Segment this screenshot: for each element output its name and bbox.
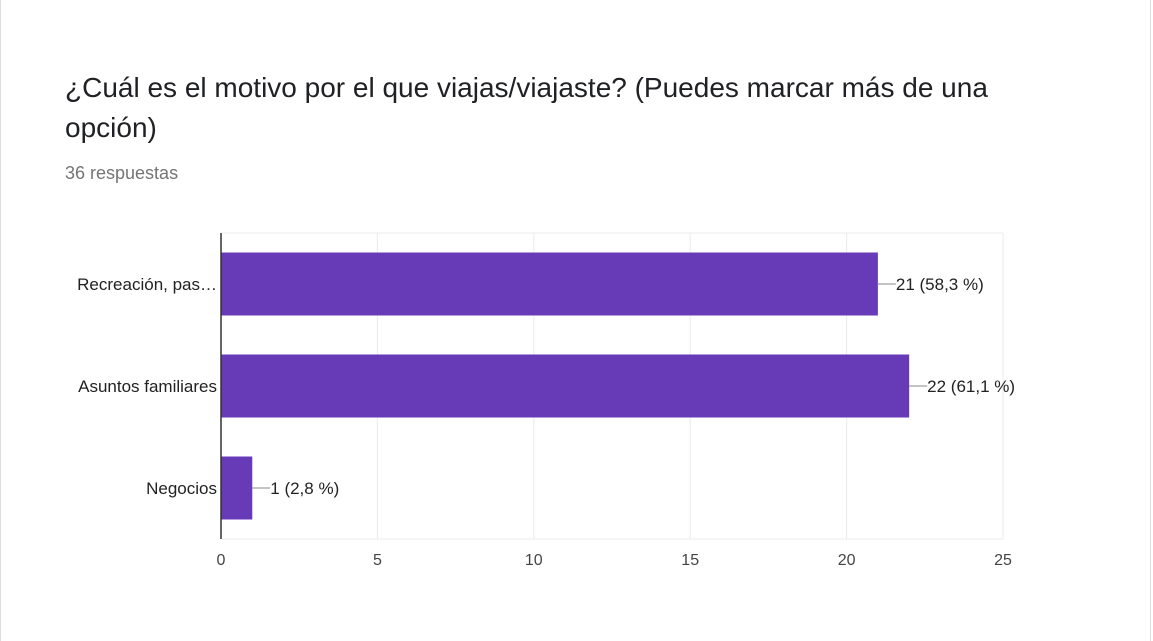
bar: [221, 456, 253, 520]
x-tick-label: 25: [994, 552, 1012, 569]
question-title: ¿Cuál es el motivo por el que viajas/via…: [65, 72, 988, 143]
x-tick-label: 0: [217, 552, 226, 569]
x-tick-label: 20: [838, 552, 856, 569]
labels: 0 5 10 15 20 25 Recreación, pas… 21 (58,3 %) Asu…: [77, 233, 1015, 569]
category-label: Negocios: [146, 479, 217, 498]
response-count: 36 respuestas: [65, 163, 179, 183]
category-label: Asuntos familiares: [78, 377, 217, 396]
x-tick-label: 10: [525, 552, 543, 569]
bar: [221, 354, 910, 418]
data-label: 1 (2,8 %): [270, 479, 339, 498]
category-label: Recreación, pas…: [77, 275, 217, 294]
bars: [221, 252, 910, 520]
bar: [221, 252, 878, 316]
x-tick-label: 5: [373, 552, 382, 569]
data-label: 22 (61,1 %): [927, 377, 1015, 396]
data-label: 21 (58,3 %): [896, 275, 984, 294]
x-tick-label: 15: [681, 552, 699, 569]
